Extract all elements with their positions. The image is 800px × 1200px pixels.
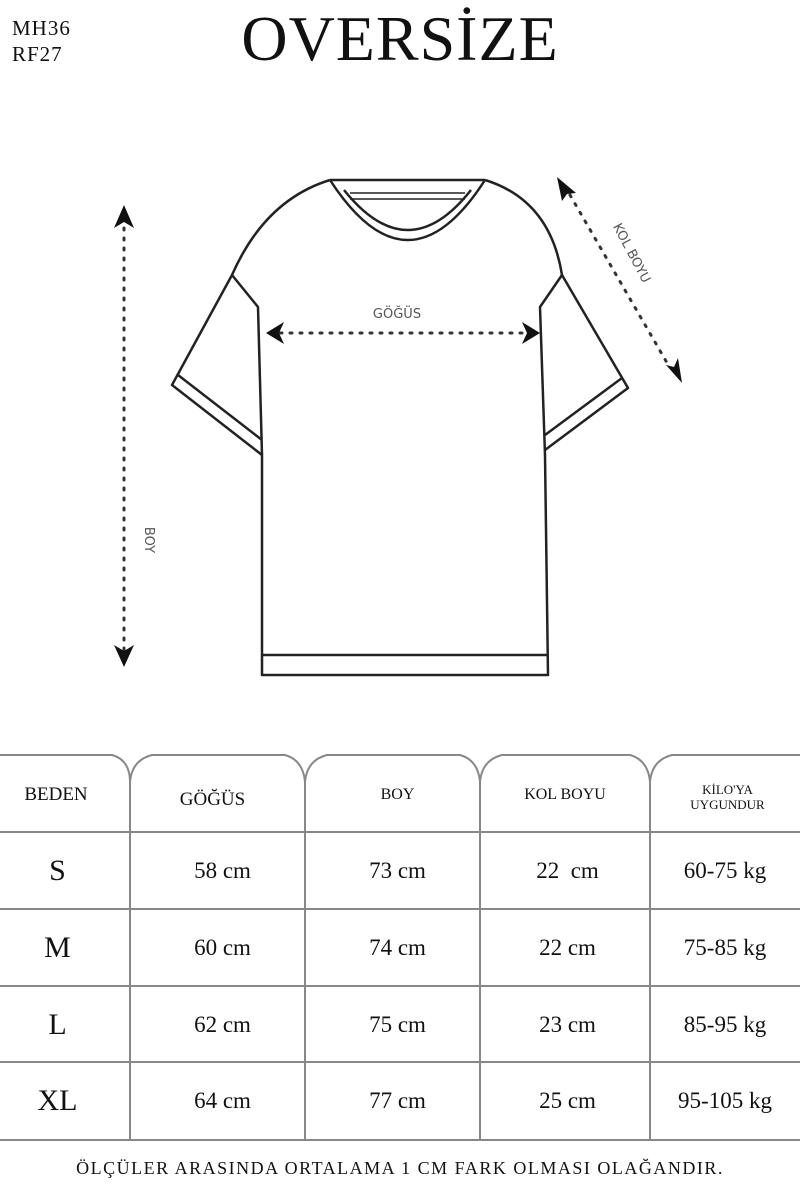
header-sleeve: KOL BOYU	[524, 786, 606, 803]
cell-length: 75 cm	[369, 1011, 426, 1037]
cell-size: S	[49, 853, 66, 887]
cell-size: L	[48, 1007, 67, 1041]
header-chest: GÖĞÜS	[179, 789, 246, 810]
length-arrow	[114, 205, 134, 667]
tshirt-outline	[170, 178, 630, 677]
cell-weight: 60-75 kg	[683, 857, 767, 883]
cell-weight: 85-95 kg	[683, 1011, 767, 1037]
cell-chest: 64 cm	[194, 1087, 251, 1113]
arrow-left-icon	[266, 322, 284, 344]
cell-length: 73 cm	[369, 857, 426, 883]
chest-label: GÖĞÜS	[373, 305, 421, 322]
header-size: BEDEN	[24, 784, 88, 805]
cell-sleeve: 22 cm	[539, 934, 596, 960]
arrow-right-icon	[522, 322, 540, 344]
cell-sleeve: 23 cm	[539, 1011, 596, 1037]
length-label: BOY	[141, 527, 156, 553]
cell-chest: 60 cm	[194, 934, 251, 960]
chest-arrow	[266, 322, 540, 344]
arrow-down-right-icon	[666, 358, 682, 383]
arrow-up-icon	[114, 205, 134, 228]
cell-length: 77 cm	[369, 1087, 426, 1113]
header-length: BOY	[380, 786, 415, 803]
footer-note: ÖLÇÜLER ARASINDA ORTALAMA 1 CM FARK OLMA…	[76, 1158, 724, 1178]
arrow-up-left-icon	[557, 177, 576, 201]
table-grid	[0, 754, 800, 1141]
cell-chest: 62 cm	[194, 1011, 251, 1037]
header-weight: KİLO'YA UYGUNDUR	[690, 782, 765, 812]
product-code-1: MH36	[12, 16, 71, 40]
cell-chest: 58 cm	[194, 857, 251, 883]
product-code-2: RF27	[12, 42, 63, 66]
cell-weight: 95-105 kg	[678, 1087, 772, 1113]
cell-length: 74 cm	[369, 934, 426, 960]
cell-size: XL	[37, 1083, 78, 1117]
cell-sleeve: 25 cm	[539, 1087, 596, 1113]
cell-size: M	[44, 930, 71, 964]
cell-sleeve: 22 cm	[536, 857, 599, 883]
page-title: OVERSİZE	[241, 3, 559, 74]
arrow-down-icon	[114, 645, 134, 667]
cell-weight: 75-85 kg	[683, 934, 767, 960]
sleeve-arrow	[557, 177, 682, 383]
